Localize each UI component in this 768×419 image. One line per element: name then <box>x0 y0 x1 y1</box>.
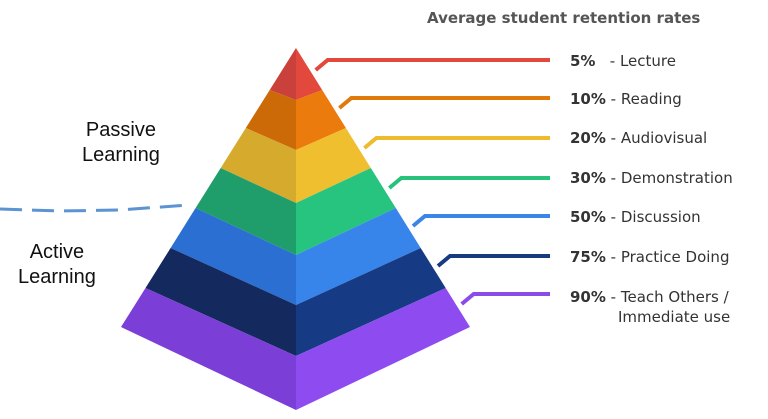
level-label-practice-doing: 75% - Practice Doing <box>570 248 730 266</box>
pyramid-band-1-right <box>296 48 323 100</box>
level-name: Discussion <box>620 208 701 226</box>
active-label-line2: Learning <box>18 266 96 288</box>
passive-label-line2: Learning <box>82 144 160 166</box>
pyramid-band-3-left <box>220 128 296 203</box>
level-percent: 75% <box>570 248 606 266</box>
level-percent: 90% <box>570 288 606 306</box>
level-name: Practice Doing <box>620 248 730 266</box>
level-label-lecture: 5% - Lecture <box>570 52 676 70</box>
pyramid-band-7-left <box>121 288 296 410</box>
level-name: Teach Others / <box>620 288 729 306</box>
connector-line-3 <box>363 136 550 150</box>
pyramid-band-6-left <box>145 248 296 356</box>
level-percent: 20% <box>570 129 606 147</box>
diagram-title: Average student retention rates <box>427 9 701 27</box>
passive-learning-label: Passive Learning <box>82 118 160 168</box>
active-learning-label: Active Learning <box>18 240 96 290</box>
level-percent: 10% <box>570 90 606 108</box>
level-percent: 50% <box>570 208 606 226</box>
passive-label-line1: Passive <box>85 119 156 141</box>
pyramid-band-2-left <box>245 90 296 150</box>
pyramid-band-2-right <box>296 90 346 150</box>
level-name: Audiovisual <box>620 129 708 147</box>
pyramid-band-6-right <box>296 248 446 356</box>
level-label-discussion: 50% - Discussion <box>570 208 701 226</box>
level-name: Reading <box>620 90 682 108</box>
pyramid-band-4-right <box>296 168 396 255</box>
active-label-line1: Active <box>29 241 85 263</box>
pyramid-band-7-right <box>296 288 470 410</box>
level-label-reading: 10% - Reading <box>570 90 682 108</box>
level-name: Demonstration <box>620 169 733 187</box>
connector-line-6 <box>436 254 550 268</box>
pyramid-band-5-right <box>296 208 421 305</box>
pyramid-band-3-right <box>296 128 371 203</box>
level-percent: 30% <box>570 169 606 187</box>
level-percent: 5% <box>570 52 596 70</box>
passive-active-divider <box>0 203 189 213</box>
level-label-demonstration: 30% - Demonstration <box>570 169 733 187</box>
level-label-teach-others: 90% - Teach Others / Immediate use <box>570 288 731 326</box>
pyramid-band-4-left <box>195 168 296 255</box>
pyramid-band-1-left <box>269 48 296 100</box>
level-name-line2: Immediate use <box>618 308 731 326</box>
connector-line-2 <box>338 96 550 110</box>
connector-line-7 <box>460 292 550 306</box>
connector-line-4 <box>388 176 550 190</box>
level-label-audiovisual: 20% - Audiovisual <box>570 129 708 147</box>
connector-line-5 <box>411 214 550 228</box>
level-name: Lecture <box>619 52 676 70</box>
connector-line-1 <box>314 58 550 72</box>
pyramid-band-5-left <box>170 208 296 305</box>
